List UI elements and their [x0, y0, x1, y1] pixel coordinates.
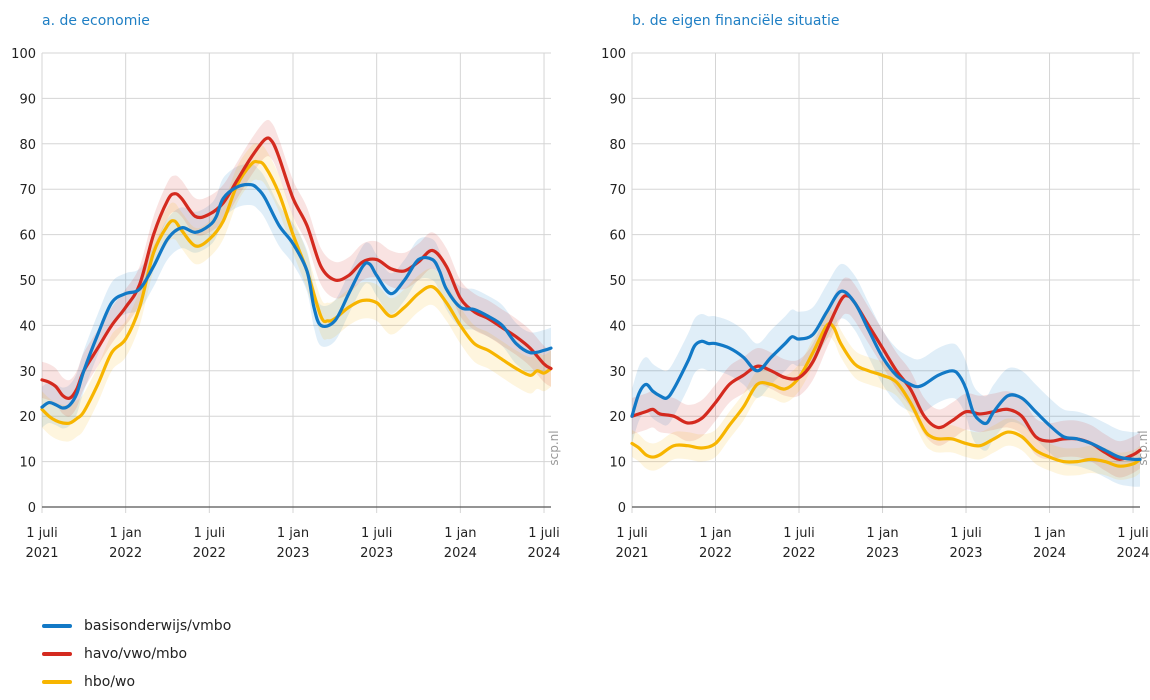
y-tick-label: 10: [19, 456, 36, 471]
y-tick-label: 0: [28, 501, 36, 516]
series-line-hbo: [630, 321, 1142, 468]
y-tick-label: 60: [609, 229, 626, 244]
x-tick-label: 1 juli: [783, 526, 814, 541]
y-tick-label: 40: [19, 319, 36, 334]
series-line-havo: [40, 136, 553, 401]
legend-label-havo: havo/vwo/mbo: [84, 646, 188, 662]
y-tick-label: 100: [601, 47, 626, 62]
x-tick-label: 2023: [360, 546, 393, 561]
x-tick-label: 1 juli: [616, 526, 647, 541]
x-tick-label: 2024: [1033, 546, 1066, 561]
y-tick-label: 40: [609, 319, 626, 334]
x-tick-label: 2022: [109, 546, 142, 561]
series-line-havo: [630, 294, 1142, 461]
confidence-band-havo: [42, 119, 551, 417]
y-tick-label: 30: [19, 365, 36, 380]
legend-label-basis: basisonderwijs/vmbo: [84, 618, 232, 634]
confidence-band-basis: [42, 164, 551, 429]
y-tick-label: 20: [609, 410, 626, 425]
legend-swatch-basis: [42, 624, 72, 628]
series-line-hbo: [40, 159, 553, 426]
x-tick-label: 2021: [615, 546, 648, 561]
y-tick-label: 20: [19, 410, 36, 425]
x-tick-label: 1 juli: [950, 526, 981, 541]
y-tick-label: 50: [609, 274, 626, 289]
legend-item-havo: havo/vwo/mbo: [42, 640, 231, 668]
chart-panel-b: b. de eigen financiële situatie 0 10 20 30 40…: [601, 13, 1150, 561]
x-tick-label: 1 juli: [528, 526, 559, 541]
x-tick-label: 1 juli: [194, 526, 225, 541]
legend-label-hbo: hbo/wo: [84, 674, 136, 690]
series-line-basis: [40, 182, 553, 410]
watermark: scp.nl: [547, 430, 561, 465]
chart-panel-a: a. de economie 0 10 20 30 40 50 60 70 80 90 100 1 ju…: [11, 13, 561, 561]
y-tick-label: 80: [19, 138, 36, 153]
x-tick-label: 1 juli: [26, 526, 57, 541]
legend-swatch-havo: [42, 652, 72, 656]
x-tick-label: 1 juli: [1117, 526, 1148, 541]
y-tick-label: 90: [19, 92, 36, 107]
y-tick-label: 60: [19, 229, 36, 244]
x-tick-label: 2023: [949, 546, 982, 561]
series-line-basis: [630, 289, 1142, 462]
x-tick-label: 2024: [1116, 546, 1149, 561]
chart-title-b: b. de eigen financiële situatie: [632, 13, 839, 29]
x-tick-label: 1 jan: [444, 526, 476, 541]
x-tick-label: 2022: [193, 546, 226, 561]
x-tick-label: 1 jan: [110, 526, 142, 541]
x-tick-label: 2022: [699, 546, 732, 561]
x-tick-label: 2023: [866, 546, 899, 561]
x-tick-label: 1 jan: [866, 526, 898, 541]
watermark: scp.nl: [1136, 430, 1150, 465]
legend-item-basis: basisonderwijs/vmbo: [42, 612, 231, 640]
x-tick-label: 2021: [25, 546, 58, 561]
y-tick-label: 30: [609, 365, 626, 380]
x-tick-label: 2024: [444, 546, 477, 561]
confidence-band-hbo: [632, 309, 1140, 480]
confidence-band-hbo: [42, 143, 551, 442]
y-tick-label: 90: [609, 92, 626, 107]
x-tick-label: 1 juli: [361, 526, 392, 541]
chart-title-a: a. de economie: [42, 13, 150, 29]
x-tick-label: 2023: [276, 546, 309, 561]
y-tick-label: 100: [11, 47, 36, 62]
x-tick-label: 2024: [527, 546, 560, 561]
x-tick-label: 1 jan: [1033, 526, 1065, 541]
legend-item-hbo: hbo/wo: [42, 668, 231, 696]
legend: basisonderwijs/vmbo havo/vwo/mbo hbo/wo: [42, 612, 231, 696]
y-tick-label: 10: [609, 456, 626, 471]
y-tick-label: 0: [618, 501, 626, 516]
x-tick-label: 2022: [782, 546, 815, 561]
x-tick-label: 1 jan: [277, 526, 309, 541]
y-tick-label: 50: [19, 274, 36, 289]
x-tick-label: 1 jan: [699, 526, 731, 541]
y-tick-label: 80: [609, 138, 626, 153]
y-tick-label: 70: [609, 183, 626, 198]
y-tick-label: 70: [19, 183, 36, 198]
legend-swatch-hbo: [42, 680, 72, 684]
confidence-band-havo: [632, 277, 1140, 478]
